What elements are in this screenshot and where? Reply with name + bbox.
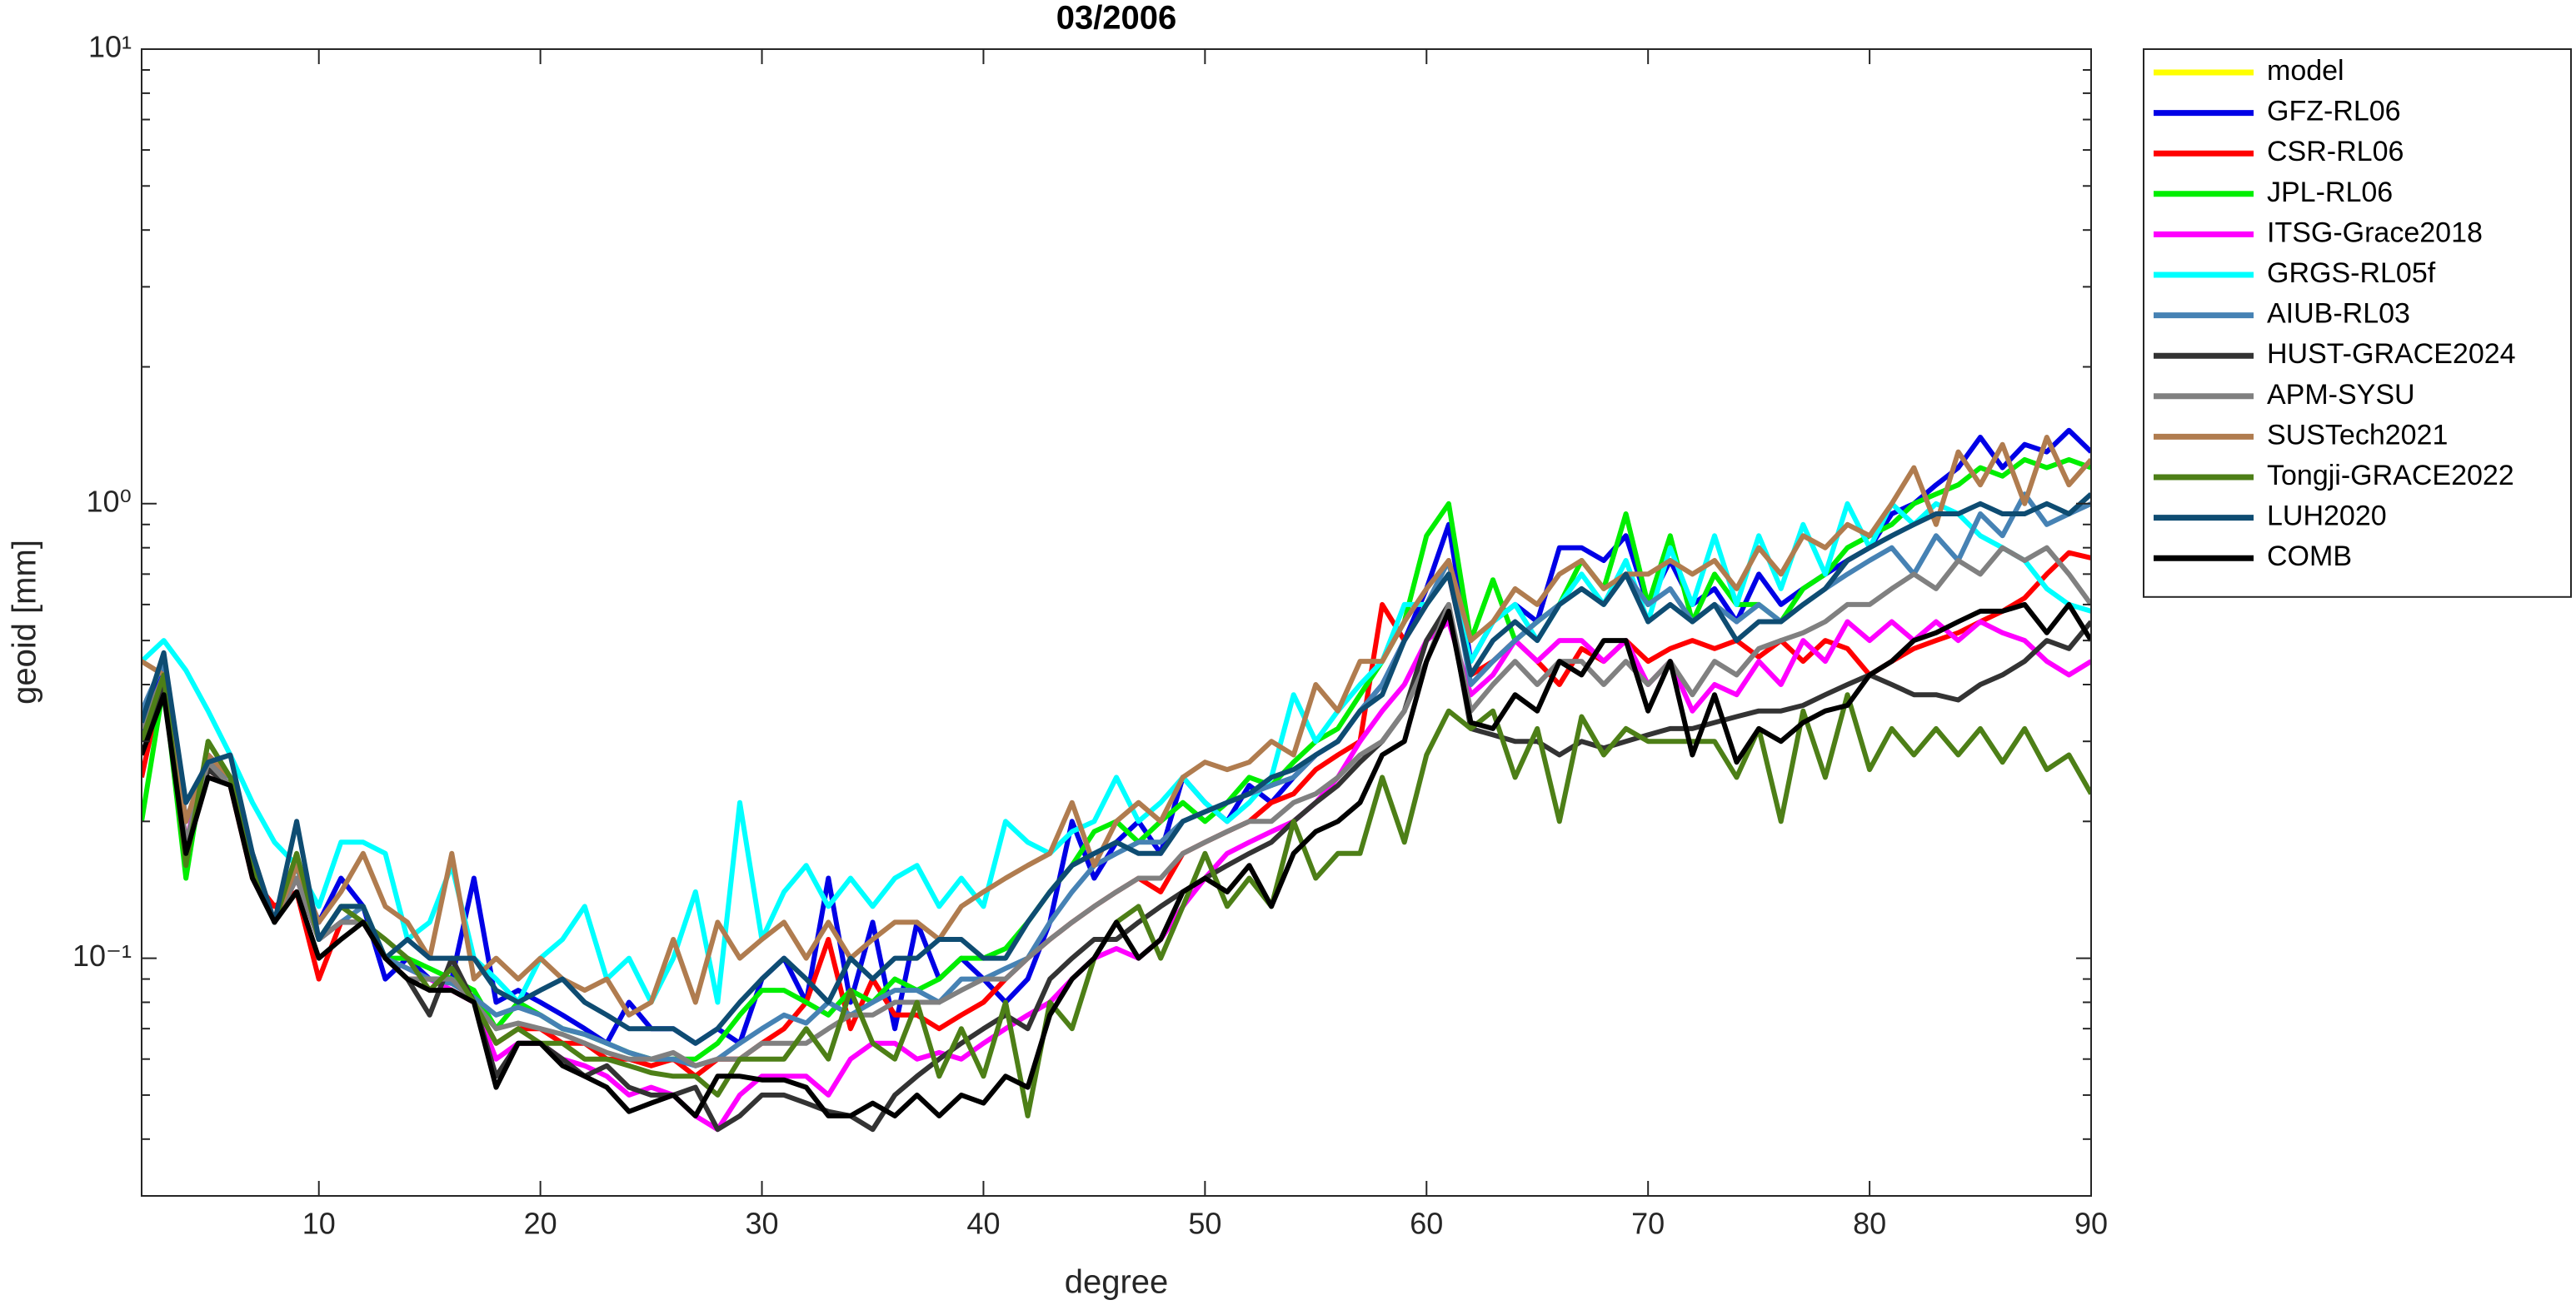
legend-label: GFZ-RL06: [2267, 96, 2401, 127]
legend-label: AIUB-RL03: [2267, 298, 2410, 330]
plot-area: [142, 49, 2091, 1196]
series-line: [142, 601, 2091, 1118]
x-tick-label: 30: [746, 1207, 779, 1241]
x-tick-label: 40: [966, 1207, 1000, 1241]
legend-label: model: [2267, 55, 2344, 87]
legend-label: CSR-RL06: [2267, 136, 2404, 167]
legend-label: Tongji-GRACE2022: [2267, 460, 2514, 491]
legend-label: ITSG-Grace2018: [2267, 217, 2483, 248]
series-line: [142, 435, 2091, 1018]
x-tick-label: 50: [1188, 1207, 1221, 1241]
axes-box: [141, 48, 2092, 1197]
x-tick-label: 70: [1631, 1207, 1665, 1241]
legend-box: [2143, 48, 2572, 598]
legend-label: APM-SYSU: [2267, 379, 2415, 411]
x-tick-label: 10: [302, 1207, 336, 1241]
y-axis-label: geoid [mm]: [7, 540, 43, 705]
y-tick-label: 10⁻¹: [72, 939, 132, 973]
legend-label: LUH2020: [2267, 501, 2387, 532]
legend-label: COMB: [2267, 540, 2352, 572]
legend-label: SUSTech2021: [2267, 419, 2448, 451]
x-tick-label: 80: [1853, 1207, 1886, 1241]
x-axis-label: degree: [1065, 1264, 1169, 1301]
x-tick-label: 90: [2074, 1207, 2108, 1241]
x-tick-label: 20: [524, 1207, 557, 1241]
legend-label: JPL-RL06: [2267, 177, 2393, 208]
x-tick-label: 60: [1410, 1207, 1443, 1241]
y-tick-label: 10¹: [88, 30, 132, 64]
legend-label: HUST-GRACE2024: [2267, 338, 2516, 370]
legend-label: GRGS-RL05f: [2267, 257, 2436, 289]
chart-title: 03/2006: [1056, 0, 1177, 37]
series-line: [142, 491, 2091, 1046]
legend: model GFZ-RL06 CSR-RL06 JPL-RL06 ITSG-Grace2…: [2143, 48, 2572, 598]
y-tick-label: 10⁰: [87, 484, 132, 518]
